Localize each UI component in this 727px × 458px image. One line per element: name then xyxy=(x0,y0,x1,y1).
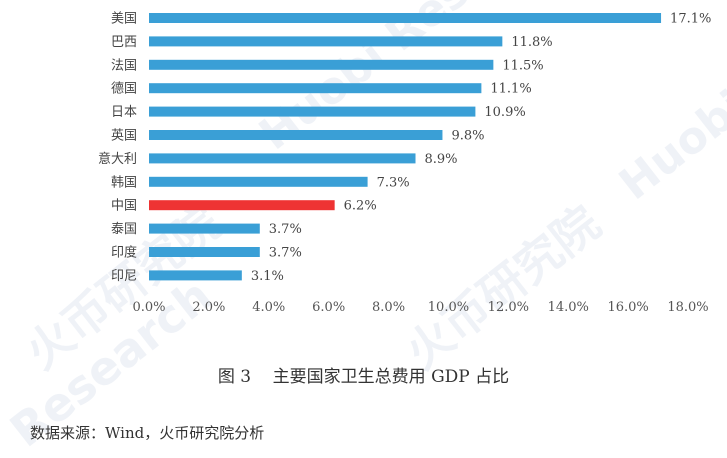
bar-7 xyxy=(149,176,368,187)
category-label-4: 日本 xyxy=(111,105,137,120)
bars-group xyxy=(149,13,662,281)
bar-6 xyxy=(149,153,416,164)
category-label-0: 美国 xyxy=(111,12,137,27)
x-tick-label-0: 0.0% xyxy=(132,300,165,315)
x-tick-label-9: 18.0% xyxy=(667,300,708,315)
category-label-9: 泰国 xyxy=(111,222,137,237)
value-label-1: 11.8% xyxy=(511,35,552,50)
bar-2 xyxy=(149,59,494,70)
bar-5 xyxy=(149,130,443,140)
category-label-10: 印度 xyxy=(111,245,137,261)
x-tick-label-8: 16.0% xyxy=(607,300,648,315)
bar-1 xyxy=(149,36,503,47)
category-label-1: 巴西 xyxy=(111,35,137,50)
x-tick-label-4: 8.0% xyxy=(372,300,405,315)
value-label-8: 6.2% xyxy=(344,199,377,214)
data-source: 数据来源：Wind，火币研究院分析 xyxy=(30,424,265,442)
value-label-7: 7.3% xyxy=(377,175,410,190)
bar-3 xyxy=(149,83,482,94)
value-label-3: 11.1% xyxy=(490,82,531,97)
value-labels-group: 17.1% 11.8% 11.5% 11.1% 10.9%9.8% 8.9% 7.3%6.2… xyxy=(251,12,712,284)
value-label-2: 11.5% xyxy=(502,58,543,73)
category-label-2: 法国 xyxy=(111,58,137,73)
x-tick-label-3: 6.0% xyxy=(312,300,345,315)
category-label-11: 印尼 xyxy=(111,269,137,284)
value-label-0: 17.1% xyxy=(670,12,711,27)
figure-caption: 图 3 主要国家卫生总费用 GDP 占比 xyxy=(217,367,510,387)
category-label-5: 英国 xyxy=(111,129,137,144)
x-tick-label-2: 4.0% xyxy=(252,300,285,315)
bar-10 xyxy=(149,247,260,257)
value-label-6: 8.9% xyxy=(425,152,458,167)
x-tick-labels-group: 0.0% 2.0% 4.0% 6.0% 8.0% 10.0% 12.0% 14.0% 16.0%… xyxy=(132,300,708,315)
bar-9 xyxy=(149,223,260,234)
bar-0 xyxy=(149,13,662,23)
bar-8 xyxy=(149,200,335,211)
category-label-6: 意大利 xyxy=(98,151,137,167)
value-label-5: 9.8% xyxy=(451,129,484,144)
x-tick-label-6: 12.0% xyxy=(488,300,529,315)
x-tick-label-7: 14.0% xyxy=(548,300,589,315)
category-label-8: 中国 xyxy=(111,199,137,214)
x-tick-label-5: 10.0% xyxy=(428,300,469,315)
bar-4 xyxy=(149,106,476,117)
value-label-9: 3.7% xyxy=(269,222,302,237)
x-tick-label-1: 2.0% xyxy=(192,300,225,315)
value-label-4: 10.9% xyxy=(484,105,525,120)
category-label-7: 韩国 xyxy=(111,175,137,190)
value-label-11: 3.1% xyxy=(251,269,284,284)
category-label-3: 德国 xyxy=(111,82,137,97)
value-label-10: 3.7% xyxy=(269,246,302,261)
bar-11 xyxy=(149,270,242,281)
